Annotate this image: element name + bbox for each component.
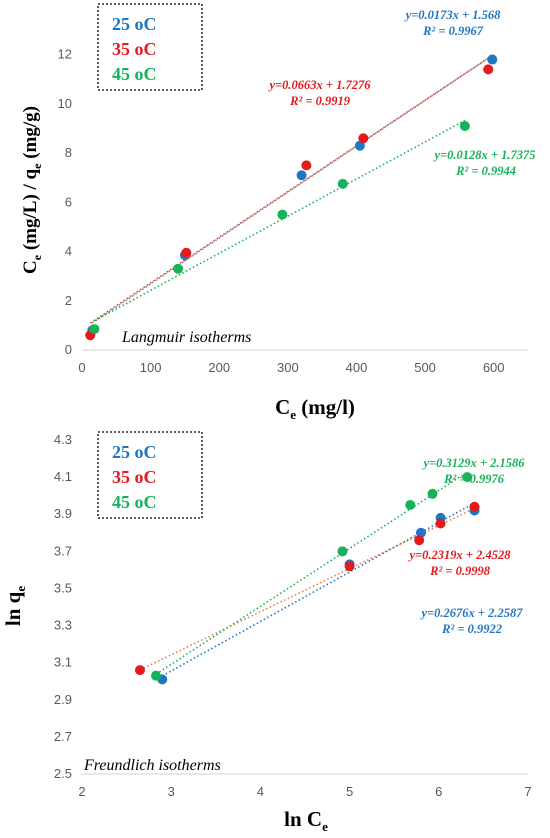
- freundlich-legend: 25 oC 35 oC 45 oC: [97, 431, 203, 519]
- langmuir-trendlines: [89, 54, 493, 324]
- langmuir-panel-label: Langmuir isotherms: [121, 329, 251, 346]
- langmuir-x-tick-label: 500: [414, 360, 436, 375]
- langmuir-eq-45: y=0.0128x + 1.7375: [432, 148, 535, 162]
- langmuir-y-tick-label: 12: [58, 47, 72, 62]
- freundlich-y-tick-label: 2.5: [54, 766, 72, 781]
- langmuir-trendline: [91, 54, 493, 324]
- freundlich-r2-45: R² = 0.9976: [443, 472, 505, 486]
- freundlich-x-tick-label: 6: [435, 784, 442, 799]
- langmuir-y-tick-label: 8: [65, 145, 72, 160]
- langmuir-data-point: [277, 209, 288, 220]
- freundlich-r2-35: R² = 0.9998: [429, 564, 491, 578]
- freundlich-data-point: [435, 518, 446, 529]
- langmuir-eq-25: y=0.0173x + 1.568: [404, 8, 502, 22]
- freundlich-y-tick-label: 2.7: [54, 729, 72, 744]
- freundlich-y-tick-label: 3.3: [54, 618, 72, 633]
- langmuir-data-point: [358, 133, 369, 144]
- legend-item-45: 45 oC: [112, 64, 157, 84]
- langmuir-data-point: [301, 160, 312, 171]
- freundlich-y-tick-label: 3.7: [54, 543, 72, 558]
- freundlich-x-tick-label: 7: [524, 784, 531, 799]
- langmuir-y-tick-label: 10: [58, 96, 72, 111]
- legend-item-35: 35 oC: [112, 467, 157, 487]
- legend-item-25: 25 oC: [112, 442, 157, 462]
- freundlich-data-point: [469, 501, 480, 512]
- langmuir-x-axis-title: Ce (mg/l): [275, 395, 355, 422]
- langmuir-x-ticks: 0 100 200 300 400 500 600: [78, 360, 504, 375]
- freundlich-x-tick-label: 2: [78, 784, 85, 799]
- freundlich-eq-35: y=0.2319x + 2.4528: [407, 548, 511, 562]
- freundlich-data-point: [344, 561, 355, 572]
- freundlich-data-point: [405, 499, 416, 510]
- langmuir-data-point: [487, 54, 498, 65]
- freundlich-chart: 2.5 2.7 2.9 3.1 3.3 3.5 3.7 3.9 4.1 4.3 2 3 4 5 6 7 ln…: [1, 431, 532, 834]
- freundlich-y-tick-label: 3.9: [54, 506, 72, 521]
- langmuir-x-tick-label: 400: [346, 360, 368, 375]
- langmuir-data-point: [459, 121, 470, 131]
- langmuir-y-tick-label: 0: [65, 342, 72, 357]
- langmuir-y-ticks: 0 2 4 6 8 10 12: [58, 47, 72, 357]
- freundlich-panel-label: Freundlich isotherms: [83, 757, 221, 774]
- legend-item-45: 45 oC: [112, 492, 157, 512]
- freundlich-eq-25: y=0.2676x + 2.2587: [419, 606, 523, 620]
- langmuir-data-point: [181, 247, 192, 258]
- langmuir-y-tick-label: 4: [65, 244, 72, 259]
- langmuir-data-point: [337, 178, 348, 189]
- langmuir-data-point: [89, 324, 100, 335]
- freundlich-trendline: [155, 471, 468, 675]
- langmuir-y-tick-label: 2: [65, 293, 72, 308]
- freundlich-data-point: [151, 670, 162, 681]
- langmuir-data-point: [296, 170, 307, 181]
- freundlich-y-tick-label: 2.9: [54, 692, 72, 707]
- freundlich-y-tick-label: 4.1: [54, 469, 72, 484]
- freundlich-x-tick-label: 3: [168, 784, 175, 799]
- freundlich-data-point: [462, 472, 473, 483]
- freundlich-data-point: [134, 665, 145, 676]
- langmuir-x-tick-label: 100: [140, 360, 162, 375]
- freundlich-data-point: [337, 546, 348, 557]
- freundlich-eq-45: y=0.3129x + 2.1586: [421, 456, 525, 470]
- freundlich-y-tick-label: 3.5: [54, 580, 72, 595]
- langmuir-x-tick-label: 0: [78, 360, 85, 375]
- freundlich-r2-25: R² = 0.9922: [441, 622, 502, 636]
- freundlich-x-tick-label: 4: [257, 784, 264, 799]
- langmuir-trendline: [93, 119, 466, 322]
- freundlich-y-ticks: 2.5 2.7 2.9 3.1 3.3 3.5 3.7 3.9 4.1 4.3: [54, 432, 72, 781]
- langmuir-y-tick-label: 6: [65, 194, 72, 209]
- freundlich-data-point: [427, 488, 438, 499]
- freundlich-trendline: [161, 502, 475, 677]
- freundlich-x-ticks: 2 3 4 5 6 7: [78, 784, 531, 799]
- freundlich-x-tick-label: 5: [346, 784, 353, 799]
- langmuir-r2-25: R² = 0.9967: [422, 24, 484, 38]
- freundlich-y-tick-label: 4.3: [54, 432, 72, 447]
- langmuir-data-point: [173, 263, 184, 274]
- legend-item-35: 35 oC: [112, 39, 157, 59]
- langmuir-x-tick-label: 300: [277, 360, 299, 375]
- langmuir-eq-35: y=0.0663x + 1.7276: [267, 78, 371, 92]
- langmuir-r2-45: R² = 0.9944: [455, 164, 516, 178]
- langmuir-points: [85, 54, 498, 341]
- freundlich-data-point: [414, 535, 425, 546]
- langmuir-r2-35: R² = 0.9919: [289, 94, 351, 108]
- freundlich-points: [134, 472, 480, 685]
- langmuir-x-tick-label: 200: [208, 360, 230, 375]
- freundlich-x-axis-title: ln Ce: [284, 807, 328, 834]
- langmuir-y-axis-title: Ce (mg/L) / qe (mg/g): [20, 106, 44, 274]
- langmuir-data-point: [483, 64, 494, 75]
- freundlich-y-axis-title: ln qe: [1, 586, 28, 626]
- langmuir-x-tick-label: 600: [483, 360, 505, 375]
- langmuir-legend: 25 oC 35 oC 45 oC: [97, 3, 203, 91]
- freundlich-y-tick-label: 3.1: [54, 655, 72, 670]
- legend-item-25: 25 oC: [112, 14, 157, 34]
